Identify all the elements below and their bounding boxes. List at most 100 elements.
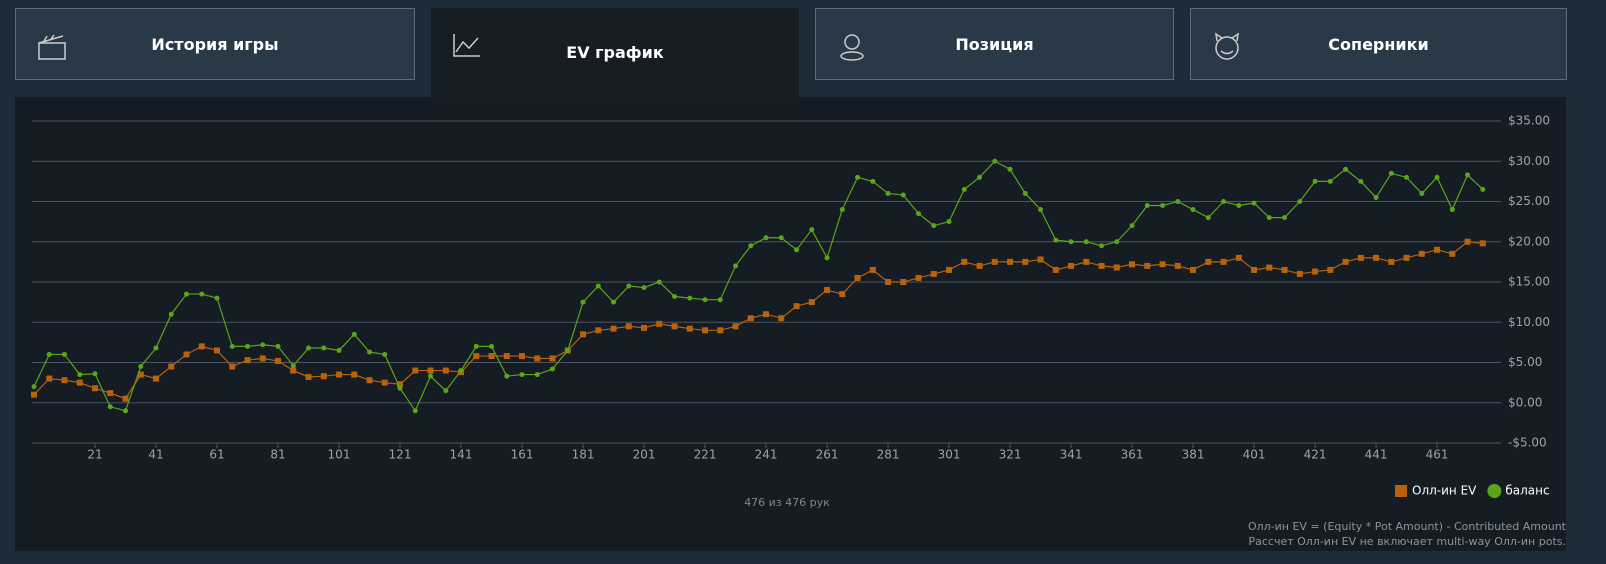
x-tick-label: 261: [816, 448, 839, 462]
icon: [453, 34, 480, 57]
x-tick-label: 61: [209, 448, 224, 462]
marker: [671, 323, 678, 330]
marker: [625, 323, 632, 330]
marker: [1022, 190, 1028, 196]
marker: [1007, 258, 1014, 265]
x-tick-label: 21: [87, 448, 102, 462]
x-tick-label: 321: [999, 448, 1022, 462]
marker: [290, 363, 296, 369]
series-line: [33, 241, 1483, 400]
marker: [534, 372, 540, 378]
y-tick-label: $0.00: [1508, 395, 1542, 409]
marker: [885, 279, 892, 285]
marker: [397, 385, 403, 391]
marker: [1205, 258, 1212, 265]
marker: [534, 355, 541, 362]
marker: [489, 343, 495, 349]
marker: [1083, 239, 1089, 245]
marker: [137, 371, 144, 378]
y-tick-label: $5.00: [1508, 355, 1542, 369]
marker: [1113, 264, 1120, 271]
marker: [473, 343, 479, 349]
marker: [488, 353, 495, 360]
marker: [915, 274, 922, 281]
marker: [717, 327, 724, 334]
marker: [412, 367, 419, 374]
marker: [1220, 258, 1227, 265]
marker: [503, 353, 510, 360]
legend-label: Олл-ин EV: [1412, 484, 1477, 498]
legend-item: баланс: [1487, 484, 1550, 498]
tab-label: Соперники: [1328, 34, 1429, 54]
x-tick-label: 441: [1365, 448, 1388, 462]
x-tick-label: 241: [755, 448, 778, 462]
marker: [809, 227, 815, 233]
marker: [1129, 223, 1135, 229]
chart-panel: -$5.00 $0.00 $5.00 $10.00 $15.00 $20.00 $25.00…: [15, 97, 1566, 551]
marker: [1037, 256, 1044, 263]
marker: [1221, 199, 1227, 204]
y-tick-label: $15.00: [1508, 275, 1550, 289]
marker: [900, 192, 906, 198]
marker: [991, 258, 998, 265]
marker: [1465, 172, 1471, 178]
marker: [992, 158, 998, 164]
tab-position[interactable]: Позиция: [815, 8, 1174, 80]
marker: [1205, 215, 1211, 221]
marker: [686, 325, 693, 332]
tab-opponents[interactable]: Соперники: [1190, 8, 1567, 80]
marker: [946, 219, 952, 225]
marker: [747, 315, 754, 322]
marker: [1327, 178, 1333, 184]
marker: [184, 291, 190, 297]
marker: [778, 235, 784, 241]
marker: [397, 381, 404, 388]
marker: [229, 363, 236, 370]
marker: [290, 367, 297, 374]
marker: [672, 293, 678, 299]
marker: [931, 223, 937, 229]
marker: [1373, 194, 1379, 200]
icon: [38, 34, 66, 60]
note: Олл-ин EV = (Equity * Pot Amount) - Cont…: [1247, 520, 1566, 533]
marker: [31, 384, 37, 390]
legend-swatch: [1395, 485, 1407, 497]
tab-history[interactable]: История игры: [15, 8, 415, 80]
marker: [748, 243, 754, 249]
marker: [733, 263, 739, 269]
marker: [1098, 262, 1105, 269]
marker: [1464, 238, 1471, 245]
marker: [153, 375, 160, 382]
x-tick-label: 41: [148, 448, 163, 462]
marker: [1388, 170, 1394, 176]
marker: [245, 343, 251, 349]
marker: [1129, 261, 1136, 268]
marker: [107, 404, 113, 410]
marker: [320, 373, 327, 380]
marker: [92, 385, 99, 392]
marker: [855, 174, 861, 180]
marker: [794, 247, 800, 253]
marker: [306, 345, 312, 351]
marker: [595, 283, 601, 289]
marker: [367, 349, 373, 355]
marker: [275, 343, 281, 349]
marker: [641, 324, 648, 331]
marker: [62, 351, 68, 357]
marker: [702, 297, 708, 303]
marker: [946, 266, 953, 273]
marker: [442, 367, 449, 374]
marker: [519, 372, 525, 378]
marker: [1480, 186, 1486, 192]
marker: [1434, 246, 1441, 253]
legend-item: Олл-ин EV: [1395, 484, 1477, 498]
marker: [778, 315, 785, 322]
x-tick-label: 141: [450, 448, 473, 462]
marker: [1068, 262, 1075, 269]
x-tick-label: 461: [1426, 448, 1449, 462]
tab-ev[interactable]: EV график: [431, 8, 799, 97]
y-tick-label: $30.00: [1508, 154, 1550, 168]
chart: -$5.00 $0.00 $5.00 $10.00 $15.00 $20.00 $25.00…: [31, 114, 1550, 509]
tab-label: Позиция: [955, 34, 1034, 54]
